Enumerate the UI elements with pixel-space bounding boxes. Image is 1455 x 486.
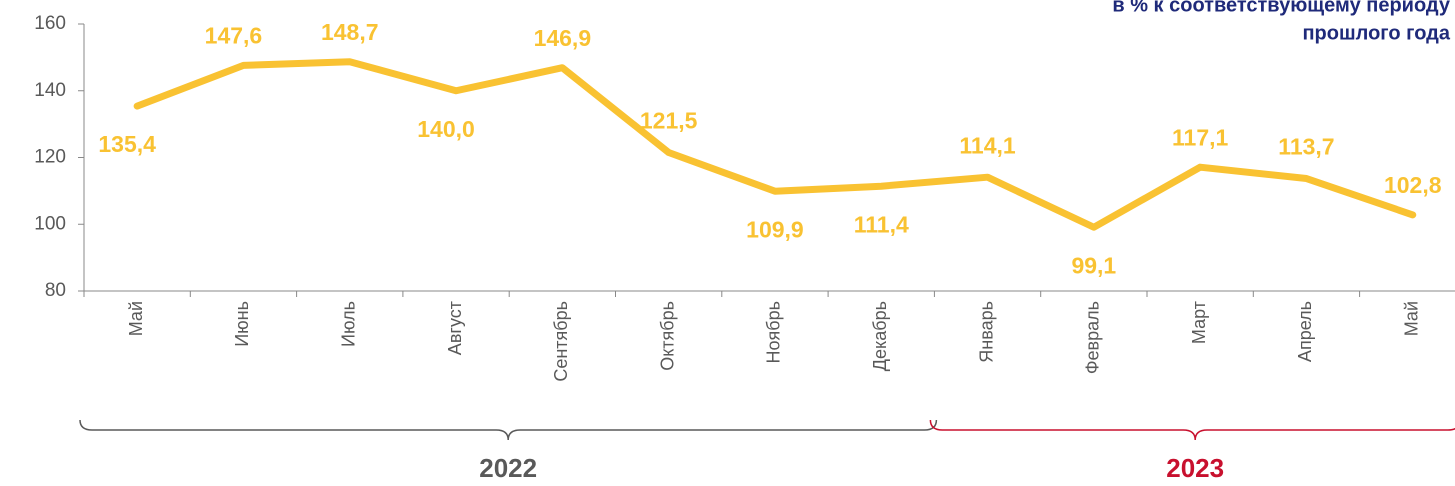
line [133, 58, 1417, 231]
data-label: 146,9 [534, 25, 592, 51]
data-label: 117,1 [1172, 124, 1228, 150]
year-bracket [929, 419, 1455, 441]
data-label: 121,5 [640, 108, 698, 134]
year-bracket [79, 419, 938, 441]
x-tick-label: Январь [976, 301, 996, 363]
subtitle: прошлого года [1302, 22, 1450, 44]
x-tick-label: Июль [339, 301, 359, 347]
x-tick-label: Сентябрь [551, 301, 571, 382]
y-tick-label: 120 [34, 147, 66, 168]
x-tick-label: Май [126, 301, 146, 336]
x-tick-label: Декабрь [870, 301, 890, 371]
data-label: 147,6 [205, 22, 263, 48]
y-tick-label: 160 [34, 13, 66, 34]
data-label: 111,4 [854, 211, 909, 237]
data-label: 109,9 [746, 216, 804, 242]
x-tick-label: Март [1189, 301, 1209, 344]
subtitle: в % к соответствующему периоду [1112, 0, 1451, 16]
x-tick-label: Май [1402, 301, 1422, 336]
y-tick-label: 140 [34, 80, 66, 101]
y-tick-label: 100 [34, 213, 66, 234]
data-label: 135,4 [98, 131, 156, 157]
x-tick-label: Апрель [1295, 301, 1315, 362]
y-tick-label: 80 [45, 280, 66, 301]
x-tick-label: Август [445, 301, 465, 355]
data-label: 148,7 [321, 19, 379, 45]
x-tick-label: Июнь [232, 301, 252, 347]
data-label: 99,1 [1071, 252, 1116, 278]
year-label: 2022 [479, 453, 537, 483]
x-tick-label: Февраль [1083, 301, 1103, 374]
x-tick-label: Ноябрь [764, 301, 784, 363]
year-label: 2023 [1166, 453, 1224, 483]
data-label: 102,8 [1384, 172, 1442, 198]
data-label: 113,7 [1278, 134, 1334, 160]
x-tick-label: Октябрь [657, 301, 677, 371]
data-label: 114,1 [959, 132, 1015, 158]
data-label: 140,0 [417, 116, 475, 142]
